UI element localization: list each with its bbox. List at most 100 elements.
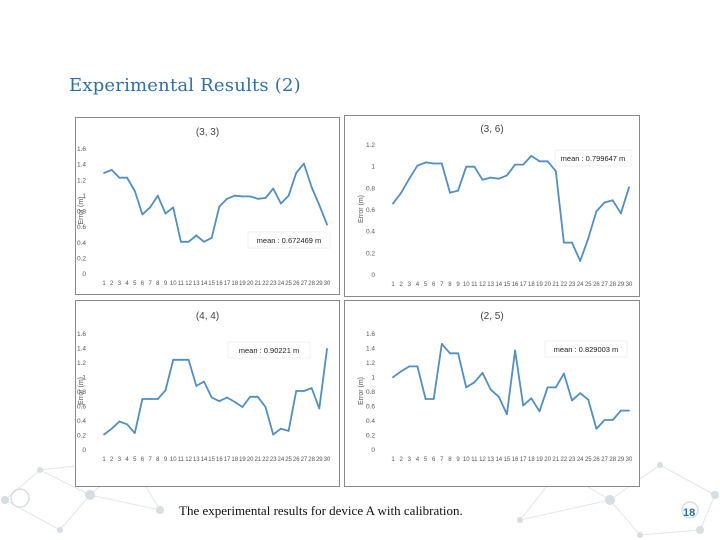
y-tick-label: 0.6 — [366, 404, 375, 411]
x-tick-label: 26 — [593, 457, 600, 463]
y-tick-label: 1.2 — [77, 360, 86, 367]
data-point — [295, 172, 298, 174]
y-tick-label: 1.4 — [77, 162, 86, 169]
x-tick-label: 21 — [254, 281, 261, 287]
data-point — [514, 163, 516, 166]
data-point — [530, 155, 533, 157]
chart-title: (3, 6) — [480, 124, 503, 135]
x-tick-label: 2 — [399, 457, 403, 463]
data-point — [522, 163, 525, 166]
data-point — [619, 409, 622, 412]
x-tick-label: 28 — [308, 281, 315, 287]
data-point — [156, 398, 159, 400]
x-tick-label: 24 — [577, 457, 584, 463]
x-tick-label: 7 — [148, 281, 152, 287]
x-tick-label: 22 — [262, 457, 269, 463]
data-point — [432, 162, 435, 165]
x-tick-label: 11 — [178, 457, 185, 463]
chart-title: (4, 4) — [196, 311, 219, 322]
x-tick-label: 15 — [208, 281, 215, 287]
data-point — [481, 371, 484, 374]
x-tick-label: 28 — [609, 457, 616, 463]
x-tick-label: 17 — [224, 281, 231, 287]
data-point — [449, 191, 451, 194]
x-tick-label: 6 — [141, 457, 145, 463]
x-tick-label: 12 — [185, 457, 192, 463]
x-tick-label: 2 — [110, 457, 114, 463]
x-tick-label: 19 — [239, 457, 246, 463]
x-tick-label: 29 — [316, 457, 323, 463]
y-tick-label: 0.8 — [366, 389, 375, 396]
y-tick-label: 0 — [82, 271, 86, 278]
x-tick-label: 20 — [247, 281, 254, 287]
x-tick-label: 27 — [301, 457, 308, 463]
data-point — [611, 199, 614, 202]
y-tick-label: 0.8 — [77, 389, 86, 396]
data-point — [187, 240, 190, 243]
data-point — [195, 234, 198, 237]
y-tick-label: 1.6 — [77, 146, 86, 153]
x-tick-label: 6 — [141, 281, 145, 287]
x-tick-label: 29 — [316, 281, 323, 287]
x-tick-label: 24 — [577, 282, 584, 288]
x-tick-label: 7 — [440, 282, 444, 288]
y-tick-label: 0 — [371, 447, 375, 454]
x-tick-label: 24 — [278, 457, 285, 463]
x-tick-label: 14 — [201, 281, 208, 287]
data-point — [310, 387, 313, 389]
mean-annotation-box — [227, 341, 311, 359]
y-axis-label: Error (m) — [78, 377, 85, 405]
mean-annotation-box — [544, 340, 628, 358]
x-tick-label: 11 — [471, 282, 478, 288]
data-point — [408, 365, 411, 368]
data-point — [530, 397, 533, 400]
data-point — [465, 386, 468, 389]
x-tick-label: 15 — [208, 457, 215, 463]
y-axis-label: Error (m) — [358, 377, 365, 405]
data-point — [465, 165, 468, 168]
x-tick-label: 3 — [118, 281, 122, 287]
page-number: 18 — [683, 507, 696, 519]
data-point — [218, 205, 221, 208]
data-point — [272, 433, 275, 436]
x-tick-label: 3 — [118, 457, 122, 463]
data-point — [440, 342, 443, 345]
y-tick-label: 0.4 — [366, 418, 375, 425]
data-point — [110, 427, 113, 430]
data-point — [256, 395, 259, 398]
data-point — [603, 419, 606, 421]
data-point — [249, 395, 252, 398]
x-tick-label: 27 — [601, 282, 608, 288]
x-tick-label: 16 — [216, 457, 223, 463]
data-point — [256, 197, 259, 200]
data-point — [203, 240, 205, 243]
data-point — [226, 197, 228, 200]
series-line — [103, 348, 328, 436]
data-point — [424, 398, 427, 400]
x-tick-label: 12 — [185, 281, 192, 287]
x-tick-label: 10 — [170, 457, 177, 463]
x-tick-label: 14 — [495, 282, 502, 288]
x-tick-label: 10 — [463, 282, 470, 288]
x-tick-label: 14 — [495, 457, 502, 463]
y-tick-label: 1.2 — [77, 177, 86, 184]
data-point — [392, 376, 394, 379]
x-tick-label: 2 — [399, 282, 403, 288]
data-point — [141, 398, 144, 400]
x-tick-label: 20 — [544, 282, 551, 288]
x-tick-label: 18 — [231, 457, 238, 463]
data-point — [408, 177, 411, 180]
data-point — [562, 241, 565, 244]
x-tick-label: 15 — [504, 457, 511, 463]
data-point — [133, 190, 136, 192]
x-tick-label: 23 — [569, 457, 576, 463]
data-point — [628, 186, 630, 189]
x-tick-label: 1 — [391, 282, 395, 288]
x-tick-label: 2 — [110, 281, 114, 287]
y-tick-label: 0.8 — [77, 209, 86, 216]
data-point — [241, 406, 244, 408]
x-tick-label: 12 — [479, 282, 486, 288]
data-point — [571, 241, 573, 244]
data-point — [149, 206, 152, 209]
y-tick-label: 0.4 — [77, 418, 86, 425]
